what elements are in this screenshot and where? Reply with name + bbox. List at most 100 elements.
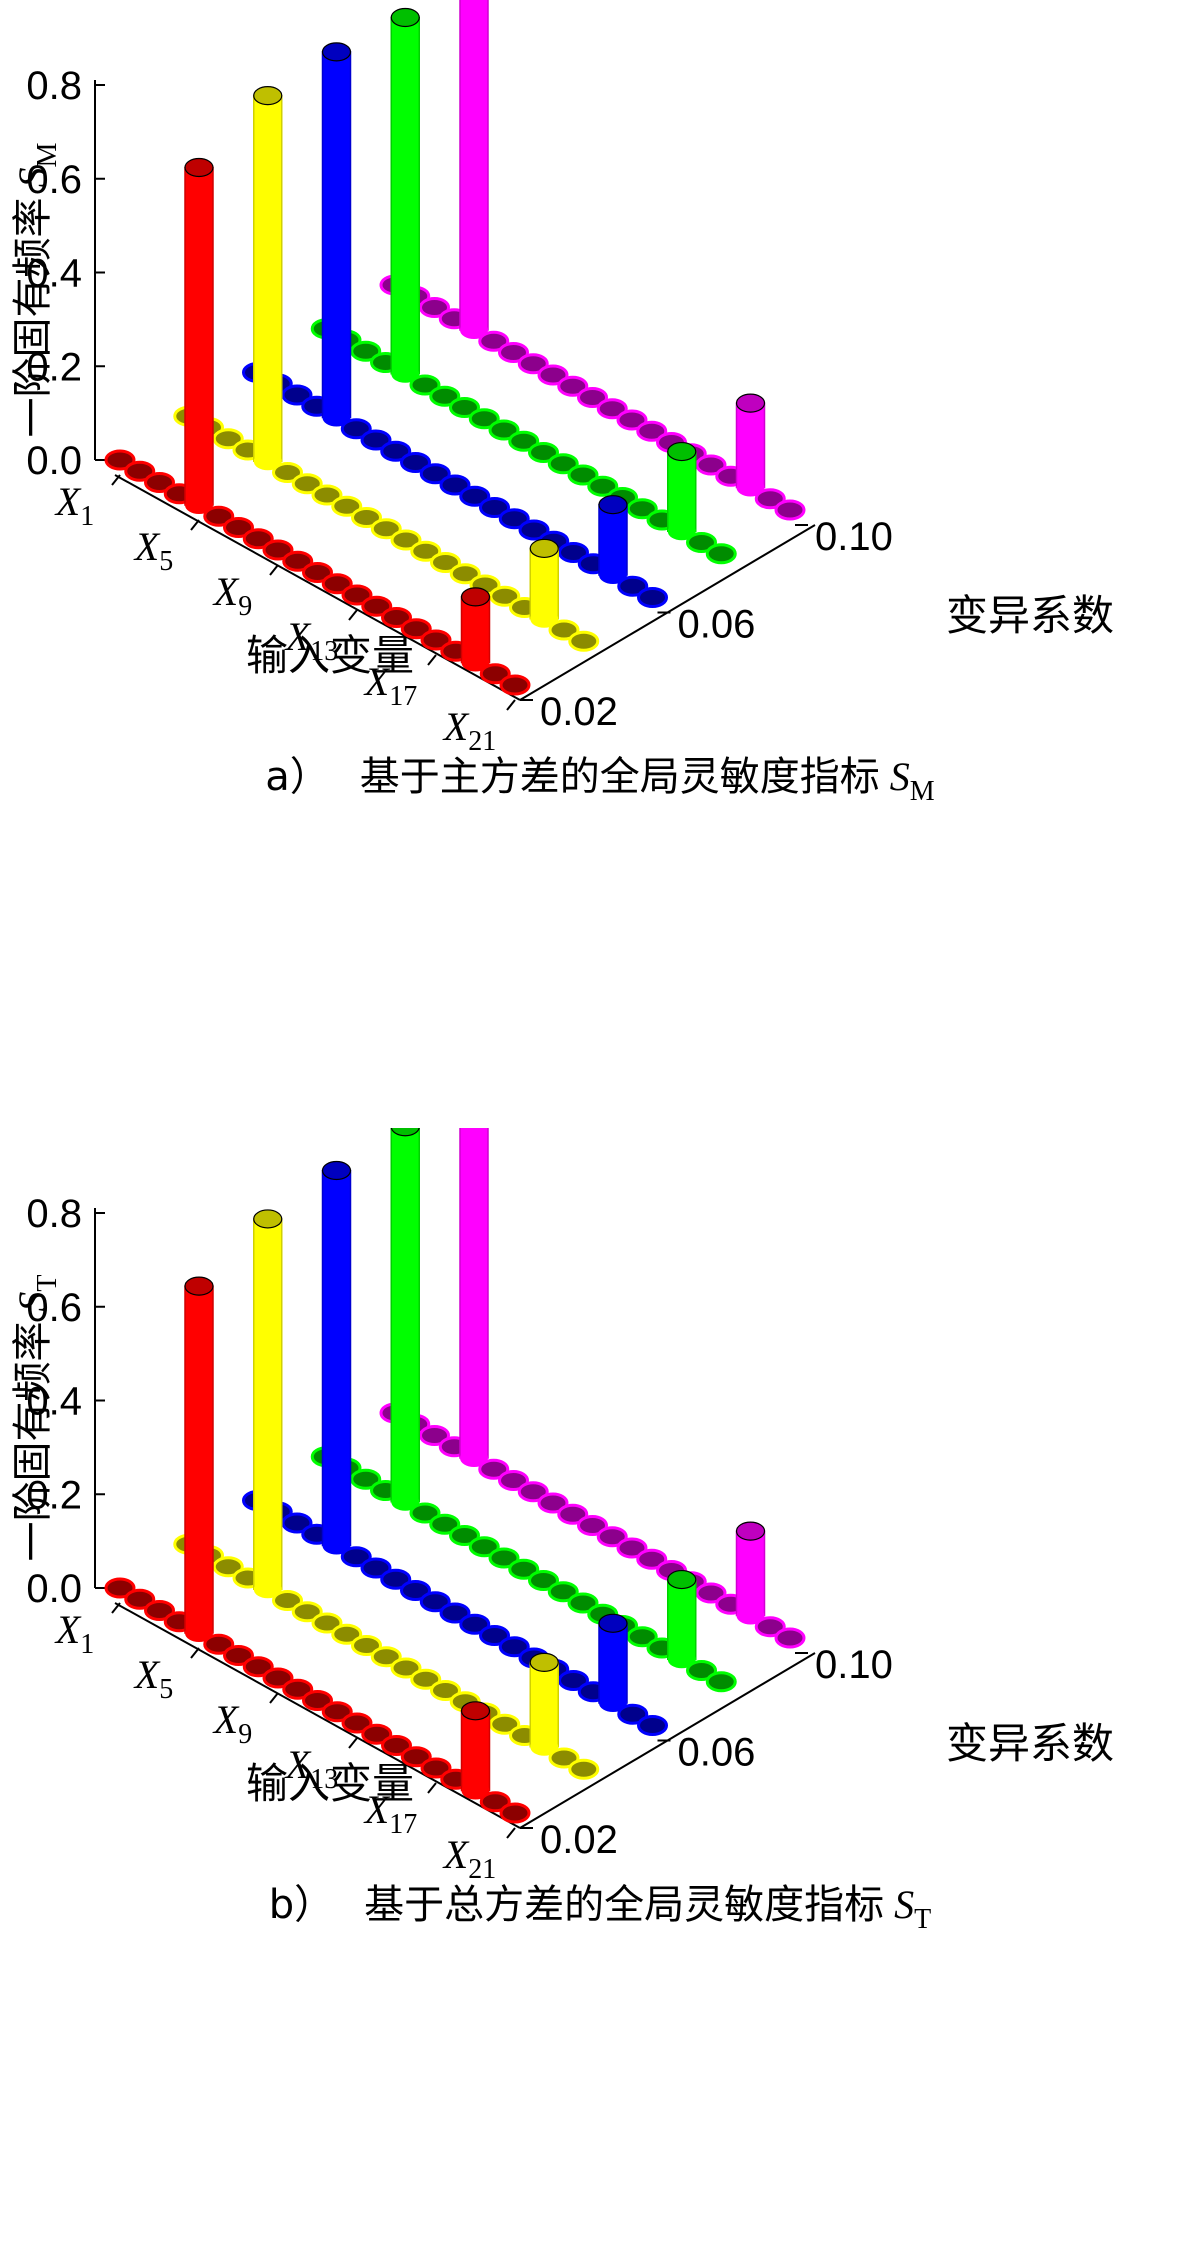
bar-top	[735, 393, 766, 413]
bar-base	[322, 408, 351, 427]
bar-cylinder	[321, 51, 352, 419]
caption-symbol: S	[894, 1882, 914, 1927]
data-point	[774, 499, 806, 521]
data-point	[104, 449, 136, 471]
bar-top	[460, 587, 491, 607]
x-tick-base: X	[363, 1787, 391, 1832]
bar-base	[185, 1624, 213, 1642]
caption-text: 基于总方差的全局灵敏度指标	[364, 1882, 884, 1928]
bar-base	[391, 364, 420, 383]
bar-base	[530, 609, 559, 628]
series-0	[104, 157, 531, 696]
data-point	[370, 518, 402, 540]
data-point	[124, 1588, 156, 1610]
data-point	[489, 585, 521, 607]
x-tick-mark	[190, 1647, 200, 1659]
caption-sub: T	[914, 1904, 931, 1935]
data-point	[340, 1546, 372, 1568]
series-3	[310, 1128, 737, 1693]
x-tick-sub: 13	[310, 1764, 338, 1795]
x-axis-label: 输入变量	[246, 1759, 414, 1808]
data-point	[568, 1758, 600, 1780]
x-tick-mark	[506, 1827, 516, 1839]
bar-top	[321, 1160, 352, 1181]
bar-top	[529, 1652, 559, 1672]
x-tick-label: X9	[212, 1697, 252, 1750]
z-axis-label-symbol: S	[10, 167, 55, 187]
data-point	[390, 529, 422, 551]
x-tick-base: X	[133, 524, 161, 569]
y-tick-label: 0.02	[540, 1818, 618, 1862]
bar-cylinder	[667, 450, 697, 532]
data-point	[754, 1616, 786, 1638]
series-4	[379, 1128, 806, 1649]
x-tick-sub: 1	[80, 1629, 94, 1660]
x-tick-label: X13	[284, 1742, 338, 1795]
bar-base	[185, 496, 213, 514]
data-point	[350, 1468, 382, 1490]
data-point	[508, 1558, 540, 1580]
data-point	[429, 385, 461, 407]
bar-top	[598, 1613, 628, 1633]
data-point	[420, 1757, 452, 1779]
data-point	[420, 629, 452, 651]
bar-top	[529, 538, 559, 559]
bar-base	[667, 522, 696, 541]
data-point	[380, 440, 412, 462]
data-point	[537, 1492, 569, 1514]
series-0	[104, 1276, 531, 1824]
x-tick-base: X	[284, 614, 312, 659]
data-point	[331, 1623, 363, 1645]
bar-base	[253, 1580, 282, 1599]
data-point	[468, 1536, 500, 1558]
data-point	[262, 1667, 294, 1689]
data-point	[203, 1633, 235, 1655]
x-tick-label: X21	[442, 704, 496, 757]
x-tick-sub: 21	[468, 726, 496, 757]
data-point	[223, 517, 254, 538]
data-point	[351, 507, 382, 528]
data-point	[321, 573, 353, 595]
x-tick-sub: 1	[80, 501, 94, 532]
bar-cylinder	[735, 402, 766, 489]
bar-cylinder	[460, 1710, 491, 1792]
z-tick-label: 0.0	[26, 439, 82, 483]
data-point	[596, 398, 628, 420]
z-tick-label: 0.2	[26, 1473, 82, 1517]
x-tick-mark	[269, 1692, 279, 1704]
data-point	[479, 1791, 511, 1813]
data-point	[390, 1657, 422, 1679]
bar-base	[736, 478, 765, 497]
data-point	[262, 539, 294, 561]
data-point	[596, 1526, 628, 1548]
data-point	[774, 1627, 806, 1649]
x-tick-base: X	[442, 704, 470, 749]
bar-base	[736, 1606, 765, 1625]
data-point	[517, 1481, 549, 1503]
x-tick-sub: 5	[159, 1674, 173, 1705]
bar-cylinder	[253, 1218, 283, 1590]
bar-top	[321, 42, 352, 62]
z-tick-label: 0.0	[26, 1567, 82, 1611]
bar-cylinder	[459, 1128, 489, 1459]
data-point	[400, 1580, 431, 1601]
chart-a-svg: 0.00.20.40.60.8X1X5X9X13X17X210.020.060.…	[10, 0, 1114, 807]
data-point	[223, 1645, 254, 1666]
z-axis-label-symbol: S	[10, 1292, 55, 1312]
x-tick-label: X5	[133, 524, 173, 577]
x-tick-sub: 17	[389, 1809, 417, 1840]
data-point	[360, 1557, 392, 1579]
data-point	[528, 442, 559, 463]
series-1	[173, 86, 600, 652]
x-tick-label: X1	[54, 479, 94, 532]
bar-cylinder	[529, 1661, 559, 1748]
data-point	[351, 1635, 382, 1656]
data-point	[705, 543, 737, 565]
x-tick-label: X5	[133, 1652, 173, 1705]
data-point	[478, 1458, 510, 1480]
data-point	[203, 505, 235, 527]
data-point	[558, 542, 589, 563]
z-axis-label: 一阶固有频率 SM	[10, 142, 63, 437]
x-tick-mark	[111, 1602, 121, 1614]
data-point	[517, 353, 549, 375]
